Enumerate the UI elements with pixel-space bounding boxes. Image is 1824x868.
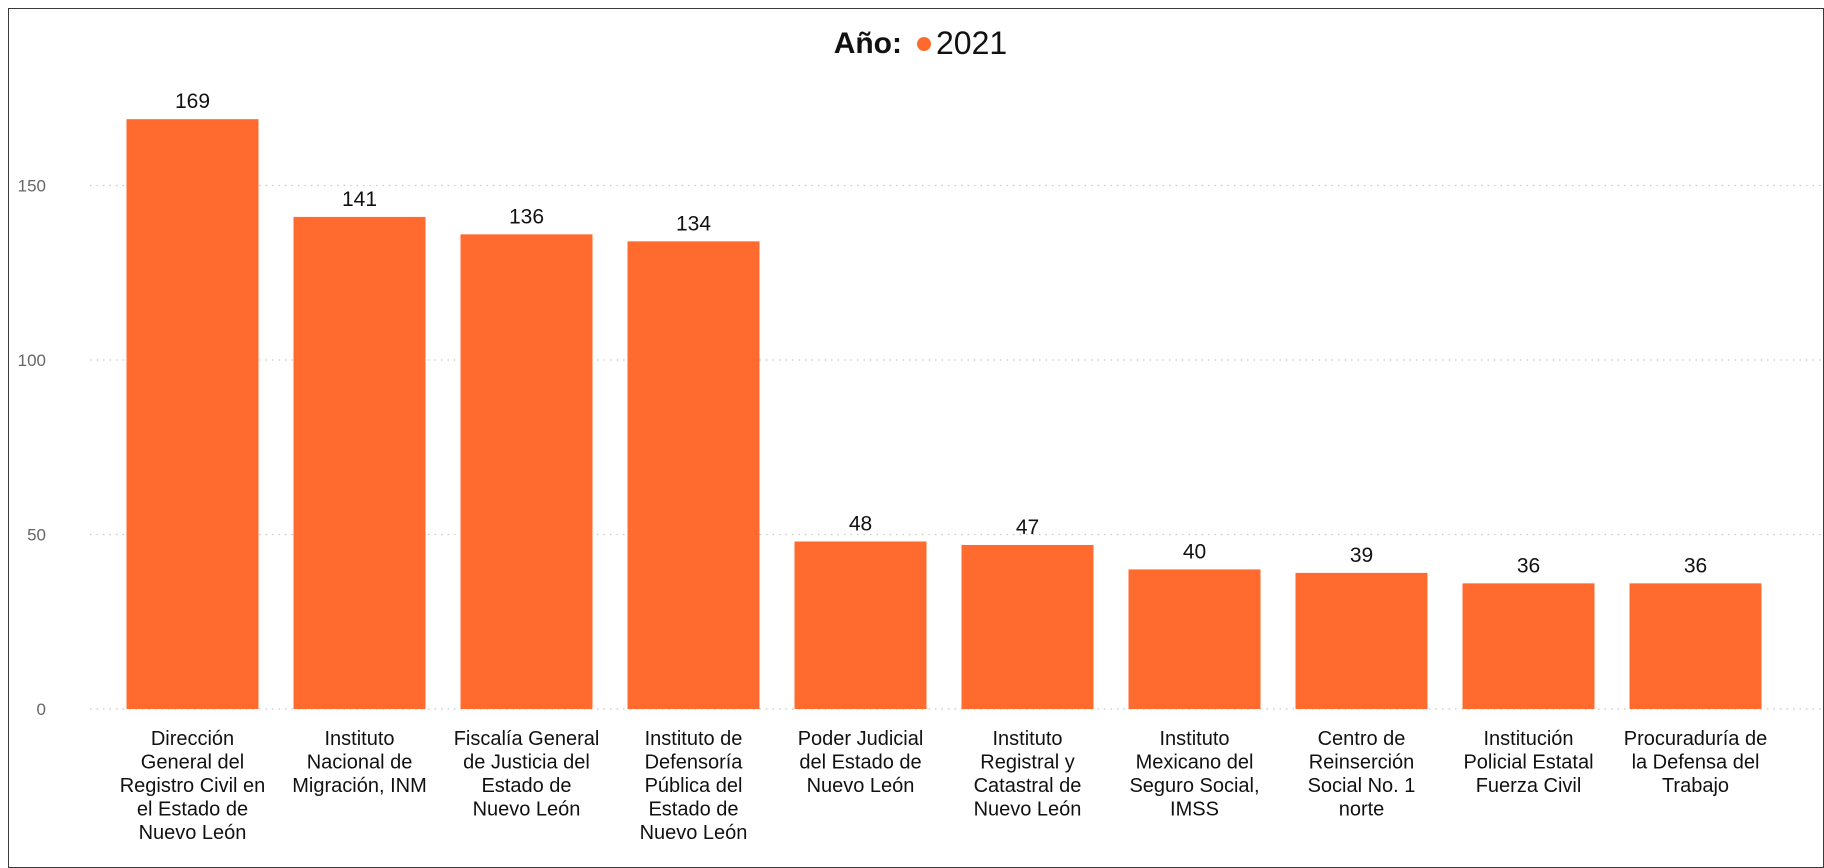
x-tick-label: Institución Policial Estatal Fuerza Civil bbox=[1463, 728, 1593, 797]
bar bbox=[794, 541, 927, 709]
x-axis-labels: Dirección General del Registro Civil en el … bbox=[120, 728, 1768, 844]
y-tick-label: 0 bbox=[37, 700, 46, 719]
data-label: 48 bbox=[849, 512, 872, 535]
bar bbox=[1629, 583, 1762, 709]
x-tick-label: Poder Judicial del Estado de Nuevo León bbox=[798, 728, 924, 797]
data-label: 40 bbox=[1183, 540, 1206, 563]
bar bbox=[460, 234, 593, 710]
x-tick-label: Instituto Mexicano del Seguro Social, IMSS bbox=[1129, 728, 1259, 821]
bar bbox=[1462, 583, 1595, 709]
data-label: 169 bbox=[175, 90, 210, 113]
data-label: 141 bbox=[342, 188, 377, 211]
bar bbox=[293, 216, 426, 709]
x-tick-label: Procuraduría de la Defensa del Trabajo bbox=[1624, 728, 1767, 797]
x-tick-label: Instituto de Defensoría Pública del Estado … bbox=[640, 728, 748, 844]
x-tick-label: Instituto Nacional de Migración, INM bbox=[292, 728, 426, 797]
bar bbox=[126, 119, 259, 709]
legend-title: Año: bbox=[834, 27, 902, 60]
x-tick-label: Dirección General del Registro Civil en el … bbox=[120, 728, 266, 844]
y-tick-label: 100 bbox=[18, 351, 46, 370]
data-label: 39 bbox=[1350, 544, 1373, 567]
bar bbox=[961, 544, 1094, 709]
legend: Año: 2021 bbox=[834, 25, 1008, 61]
data-label: 36 bbox=[1684, 554, 1707, 577]
data-label: 136 bbox=[509, 205, 544, 228]
data-label: 36 bbox=[1517, 554, 1540, 577]
y-axis-ticks: 0 50 100 150 bbox=[18, 177, 46, 720]
legend-entry-2021: 2021 bbox=[936, 25, 1007, 61]
bar bbox=[1295, 572, 1428, 709]
bars bbox=[126, 119, 1762, 710]
x-tick-label: Instituto Registral y Catastral de Nuevo Le… bbox=[974, 728, 1082, 821]
bar bbox=[1128, 569, 1261, 709]
y-tick-label: 50 bbox=[27, 526, 46, 545]
bar-chart: Año: 2021 0 50 100 150 169 141 136 134 48 47 40 39… bbox=[18, 25, 1824, 844]
data-labels: 169 141 136 134 48 47 40 39 36 36 bbox=[175, 90, 1707, 577]
x-tick-label: Fiscalía General de Justicia del Estado de… bbox=[454, 728, 600, 821]
legend-marker-2021 bbox=[917, 37, 931, 51]
x-tick-label: Centro de Reinserción Social No. 1 norte bbox=[1308, 728, 1416, 821]
data-label: 134 bbox=[676, 212, 711, 235]
data-label: 47 bbox=[1016, 516, 1039, 539]
bar bbox=[627, 241, 760, 709]
y-tick-label: 150 bbox=[18, 177, 46, 196]
